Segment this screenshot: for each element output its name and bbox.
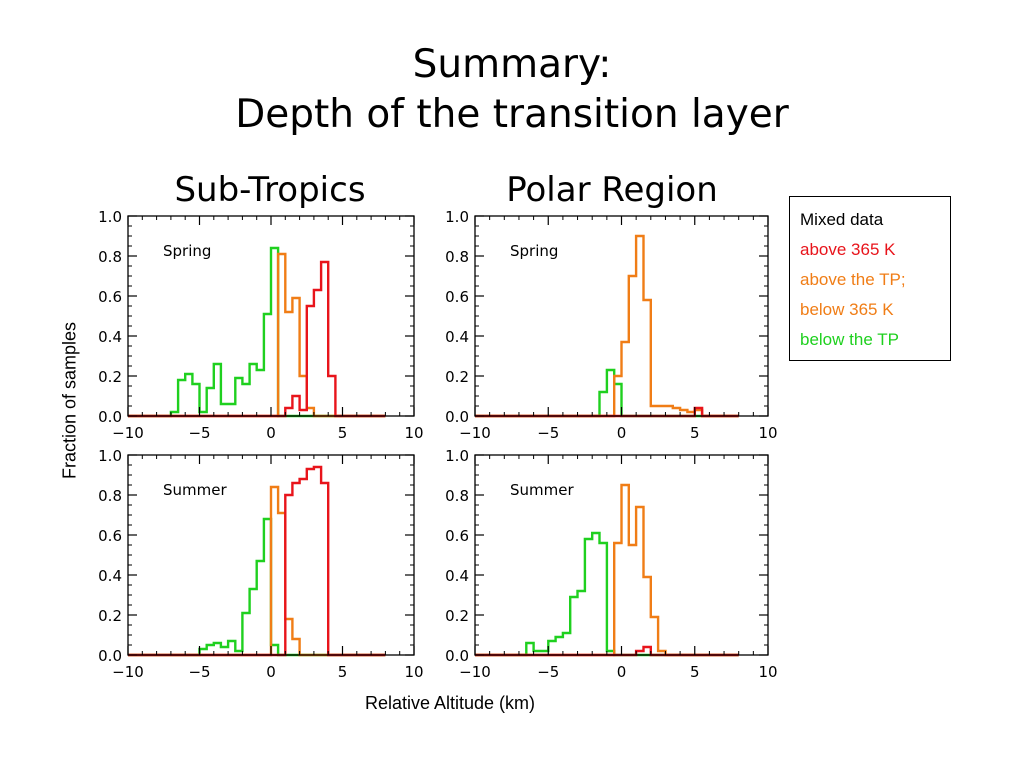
panel-2-ytick-label: 0.6 [445,288,469,306]
panel-2-ytick-label: 0.0 [445,408,469,426]
panel-3-ytick-label: 0.2 [98,607,122,625]
panel-4-ytick-label: 0.4 [445,567,469,585]
panel-1-xtick-label: −10 [112,424,144,442]
panel-2-xtick-label: 0 [617,424,627,442]
panel-2-annotation: Spring [510,242,558,260]
panel-2-ytick-label: 0.2 [445,368,469,386]
panel-3-xtick-label: 0 [266,663,276,681]
panel-4-series-1-line [475,531,739,657]
column-title-polar: Polar Region [506,170,718,210]
panel-1-series-2-line [128,252,386,418]
panel-3-ytick-label: 0.6 [98,527,122,545]
panel-1-ytick-label: 1.0 [98,208,122,226]
panel-4-xtick-label: 5 [690,663,700,681]
panel-4-xtick-label: −10 [459,663,491,681]
panel-1-ytick-label: 0.8 [98,248,122,266]
panel-2-xtick-label: 10 [758,424,777,442]
panel-1-xtick-label: 10 [404,424,423,442]
panel-3-xtick-label: −10 [112,663,144,681]
panel-1-ytick-label: 0.6 [98,288,122,306]
slide-title: Summary: Depth of the transition layer [0,40,1024,140]
panel-2-xtick-label: −5 [537,424,559,442]
panel-1-xtick-label: 0 [266,424,276,442]
panel-3-xtick-label: 5 [338,663,348,681]
panel-4-ytick-label: 0.8 [445,487,469,505]
panel-2-xtick-label: 5 [690,424,700,442]
panel-3-ytick-label: 0.4 [98,567,122,585]
panel-4-xtick-label: −5 [537,663,559,681]
panel-4-annotation: Summer [510,481,574,499]
panel-3-xtick-label: −5 [188,663,210,681]
x-axis-label: Relative Altitude (km) [364,693,536,713]
legend-item-below-365k: below 365 K [800,300,894,319]
panel-4-xtick-label: 10 [758,663,777,681]
legend-item-mixed-data: Mixed data [800,210,884,229]
panel-1-xtick-label: 5 [338,424,348,442]
title-line-2: Depth of the transition layer [235,92,789,137]
panel-3-ytick-label: 0.0 [98,647,122,665]
title-line-1: Summary: [412,42,612,87]
panel-2-ytick-label: 0.8 [445,248,469,266]
panel-1-xtick-label: −5 [188,424,210,442]
panel-4-ytick-label: 1.0 [445,447,469,465]
panel-3-ytick-label: 0.8 [98,487,122,505]
panel-4-ytick-label: 0.0 [445,647,469,665]
panel-3-series-1-line [128,517,386,657]
panel-4-ytick-label: 0.6 [445,527,469,545]
legend-item-above-365k: above 365 K [800,240,896,259]
legend-item-below-tp: below the TP [800,330,899,349]
panel-1-series-3-line [128,260,386,418]
panel-3-annotation: Summer [163,481,227,499]
panel-1-annotation: Spring [163,242,211,260]
panel-3-ytick-label: 1.0 [98,447,122,465]
panel-2-ytick-label: 1.0 [445,208,469,226]
panel-1-ytick-label: 0.4 [98,328,122,346]
panel-4-xtick-label: 0 [617,663,627,681]
panel-2-ytick-label: 0.4 [445,328,469,346]
panel-1-ytick-label: 0.0 [98,408,122,426]
panel-2-xtick-label: −10 [459,424,491,442]
column-title-subtropics: Sub-Tropics [174,170,366,210]
panel-3-xtick-label: 10 [404,663,423,681]
panel-1-ytick-label: 0.2 [98,368,122,386]
panel-1-series-1-line [128,246,386,418]
legend-box: Mixed data above 365 K above the TP; bel… [789,196,951,361]
legend-item-above-tp: above the TP; [800,270,906,289]
panel-4-ytick-label: 0.2 [445,607,469,625]
